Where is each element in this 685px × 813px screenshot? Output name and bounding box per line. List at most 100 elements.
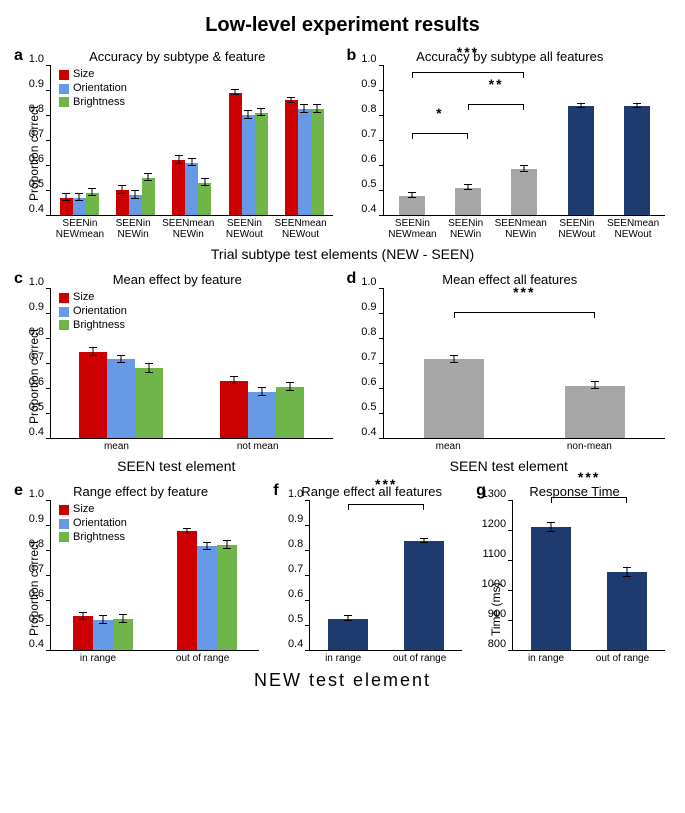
bar — [276, 289, 304, 438]
significance-label: ** — [489, 76, 504, 92]
panel-letter: c — [14, 270, 23, 288]
ytick-label: 0.5 — [361, 401, 383, 413]
x-category-label: SEENin NEWout — [558, 218, 595, 240]
bar — [255, 66, 268, 215]
legend-swatch — [59, 320, 69, 330]
bar-group — [404, 501, 444, 650]
bar — [185, 66, 198, 215]
ytick-label: 1.0 — [361, 276, 383, 288]
ytick-label: 0.7 — [361, 128, 383, 140]
bar-group — [220, 289, 304, 438]
chart-area: 0.40.50.60.70.80.91.0*** — [309, 501, 462, 651]
ytick-label: 0.9 — [361, 301, 383, 313]
x-category-label: out of range — [393, 653, 446, 664]
bar — [404, 501, 444, 650]
y-axis-label: Time (ms) — [489, 582, 503, 636]
bar — [531, 501, 571, 650]
bar-group — [455, 66, 481, 215]
ytick-label: 1.0 — [361, 53, 383, 65]
legend-swatch — [59, 505, 69, 515]
significance-label: *** — [578, 469, 600, 485]
x-category-label: SEENmean NEWin — [162, 218, 214, 240]
ytick-label: 1200 — [482, 518, 513, 530]
ytick-label: 0.7 — [288, 563, 310, 575]
ytick-label: 0.6 — [361, 153, 383, 165]
legend-swatch — [59, 97, 69, 107]
ytick-label: 0.4 — [29, 638, 51, 650]
bar — [198, 66, 211, 215]
significance-bracket — [454, 312, 595, 318]
ytick-label: 0.9 — [288, 513, 310, 525]
ytick-label: 0.5 — [361, 178, 383, 190]
x-category-label: SEENin NEWmean — [56, 218, 104, 240]
bar — [142, 66, 155, 215]
ytick-label: 0.9 — [29, 301, 51, 313]
legend-label: Size — [73, 503, 94, 517]
significance-label: *** — [513, 284, 535, 300]
legend-swatch — [59, 532, 69, 542]
bar-group — [531, 501, 571, 650]
x-category-label: SEENmean NEWin — [495, 218, 547, 240]
bar-group — [285, 66, 324, 215]
chart-area: 0.40.50.60.70.80.91.0Proportion correctS… — [50, 501, 259, 651]
bar — [568, 66, 594, 215]
bar-group — [607, 501, 647, 650]
significance-bracket — [412, 133, 468, 139]
bar — [298, 66, 311, 215]
bar — [607, 501, 647, 650]
bar — [511, 66, 537, 215]
panel-d: dMean effect all features0.40.50.60.70.8… — [343, 268, 676, 456]
ytick-label: 0.4 — [29, 203, 51, 215]
legend-label: Size — [73, 291, 94, 305]
ytick-label: 1.0 — [29, 53, 51, 65]
legend: SizeOrientationBrightness — [59, 68, 127, 109]
ytick-label: 1300 — [482, 488, 513, 500]
x-category-label: SEENin NEWmean — [388, 218, 436, 240]
bar — [328, 501, 368, 650]
significance-bracket — [468, 104, 524, 110]
main-title: Low-level experiment results — [10, 14, 675, 37]
legend: SizeOrientationBrightness — [59, 503, 127, 544]
significance-bracket — [551, 497, 627, 503]
bar — [197, 501, 217, 650]
x-category-label: in range — [80, 653, 116, 664]
ytick-label: 0.9 — [29, 78, 51, 90]
significance-label: *** — [375, 476, 397, 492]
legend: SizeOrientationBrightness — [59, 291, 127, 332]
ytick-label: 0.9 — [361, 78, 383, 90]
bar-group — [568, 66, 594, 215]
ytick-label: 0.4 — [361, 203, 383, 215]
bar — [455, 66, 481, 215]
ytick-label: 800 — [488, 638, 513, 650]
chart-area: 0.40.50.60.70.80.91.0Proportion correctS… — [50, 66, 333, 216]
panel-a: aAccuracy by subtype & feature0.40.50.60… — [10, 45, 343, 244]
panel-letter: f — [273, 482, 278, 500]
bar-group — [511, 66, 537, 215]
bar-group — [624, 66, 650, 215]
x-category-label: SEENin NEWin — [116, 218, 151, 240]
ytick-label: 0.4 — [29, 426, 51, 438]
significance-label: *** — [457, 44, 479, 60]
bar — [229, 66, 242, 215]
bar — [399, 66, 425, 215]
bar — [217, 501, 237, 650]
panel-title: Mean effect by feature — [16, 272, 339, 287]
ytick-label: 0.6 — [288, 588, 310, 600]
ytick-label: 0.5 — [288, 613, 310, 625]
ytick-label: 0.6 — [361, 376, 383, 388]
panel-letter: b — [347, 47, 357, 65]
panel-letter: e — [14, 482, 23, 500]
x-category-label: out of range — [176, 653, 229, 664]
bar — [220, 289, 248, 438]
panel-g: gResponse Time8009001000110012001300Time… — [472, 480, 675, 668]
figure-grid: aAccuracy by subtype & feature0.40.50.60… — [10, 45, 675, 697]
significance-bracket — [348, 504, 424, 510]
panel-f: fRange effect all features0.40.50.60.70.… — [269, 480, 472, 668]
legend-swatch — [59, 84, 69, 94]
legend-label: Brightness — [73, 319, 125, 333]
panel-b: bAccuracy by subtype all features0.40.50… — [343, 45, 676, 244]
panel-letter: d — [347, 270, 357, 288]
bar-group — [328, 501, 368, 650]
ytick-label: 1.0 — [288, 488, 310, 500]
bar — [177, 501, 197, 650]
